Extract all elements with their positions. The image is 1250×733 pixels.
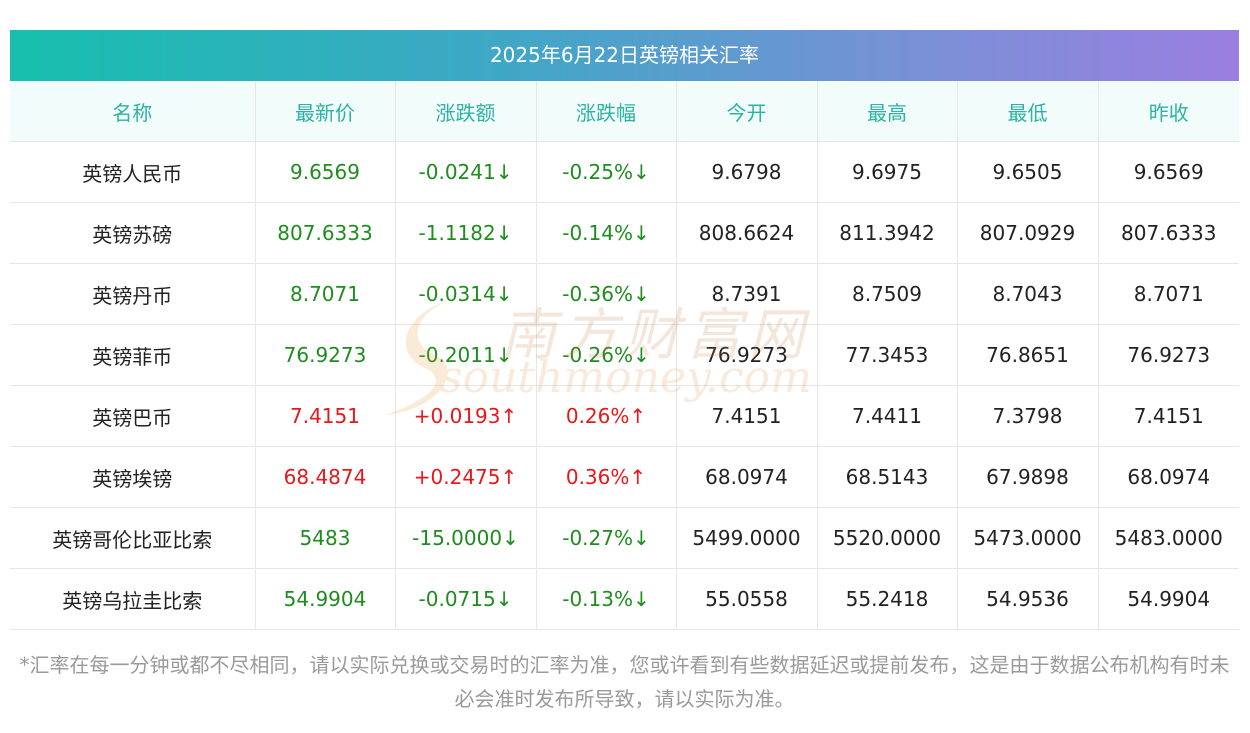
row-change-pct: -0.14%↓ [536,202,677,264]
header-open: 今开 [676,81,818,142]
row-open: 808.6624 [676,202,818,264]
row-low: 67.9898 [957,446,1099,508]
header-change: 涨跌额 [395,81,537,142]
row-high: 8.7509 [817,263,958,325]
row-open: 55.0558 [676,568,818,630]
table-row: 英镑哥伦比亚比索 5483 -15.0000↓ -0.27%↓ 5499.0000 552… [10,507,1239,569]
table-header-row: 名称 最新价 涨跌额 涨跌幅 今开 最高 最低 昨收 [10,81,1239,142]
row-open: 7.4151 [676,385,818,447]
row-change-pct: 0.26%↑ [536,385,677,447]
row-change: +0.2475↑ [395,446,537,508]
row-latest: 807.6333 [255,202,396,264]
row-name: 英镑菲币 [10,324,256,386]
row-open: 9.6798 [676,141,818,203]
row-change: -15.0000↓ [395,507,537,569]
header-high: 最高 [817,81,958,142]
row-latest: 68.4874 [255,446,396,508]
row-low: 807.0929 [957,202,1099,264]
row-change: -0.2011↓ [395,324,537,386]
row-change: -1.1182↓ [395,202,537,264]
exchange-rate-table: 名称 最新价 涨跌额 涨跌幅 今开 最高 最低 昨收 英镑人民币 9.6569 -0… [10,81,1239,630]
row-low: 9.6505 [957,141,1099,203]
row-prev-close: 76.9273 [1098,324,1239,386]
row-change-pct: -0.13%↓ [536,568,677,630]
row-low: 7.3798 [957,385,1099,447]
row-change: -0.0241↓ [395,141,537,203]
header-change-pct: 涨跌幅 [536,81,677,142]
row-low: 76.8651 [957,324,1099,386]
row-open: 76.9273 [676,324,818,386]
row-prev-close: 8.7071 [1098,263,1239,325]
row-latest: 8.7071 [255,263,396,325]
row-high: 55.2418 [817,568,958,630]
row-prev-close: 9.6569 [1098,141,1239,203]
row-prev-close: 54.9904 [1098,568,1239,630]
table-title: 2025年6月22日英镑相关汇率 [10,30,1239,81]
table-body: 英镑人民币 9.6569 -0.0241↓ -0.25%↓ 9.6798 9.6975 9.… [10,141,1239,630]
row-latest: 5483 [255,507,396,569]
row-prev-close: 807.6333 [1098,202,1239,264]
row-prev-close: 5483.0000 [1098,507,1239,569]
row-name: 英镑丹币 [10,263,256,325]
table-row: 英镑菲币 76.9273 -0.2011↓ -0.26%↓ 76.9273 77.3453… [10,324,1239,386]
row-open: 68.0974 [676,446,818,508]
row-high: 811.3942 [817,202,958,264]
header-low: 最低 [957,81,1099,142]
row-latest: 7.4151 [255,385,396,447]
row-open: 8.7391 [676,263,818,325]
row-name: 英镑乌拉圭比索 [10,568,256,630]
row-change-pct: -0.36%↓ [536,263,677,325]
table-row: 英镑丹币 8.7071 -0.0314↓ -0.36%↓ 8.7391 8.7509 8.7… [10,263,1239,325]
row-change-pct: -0.27%↓ [536,507,677,569]
row-name: 英镑埃镑 [10,446,256,508]
row-change-pct: 0.36%↑ [536,446,677,508]
row-change: -0.0715↓ [395,568,537,630]
row-high: 5520.0000 [817,507,958,569]
row-latest: 54.9904 [255,568,396,630]
row-name: 英镑哥伦比亚比索 [10,507,256,569]
row-name: 英镑人民币 [10,141,256,203]
row-change-pct: -0.25%↓ [536,141,677,203]
row-change: -0.0314↓ [395,263,537,325]
table-row: 英镑埃镑 68.4874 +0.2475↑ 0.36%↑ 68.0974 68.5143 6… [10,446,1239,508]
row-high: 77.3453 [817,324,958,386]
row-low: 54.9536 [957,568,1099,630]
table-row: 英镑乌拉圭比索 54.9904 -0.0715↓ -0.13%↓ 55.0558 55.2… [10,568,1239,630]
row-low: 8.7043 [957,263,1099,325]
disclaimer-footnote: *汇率在每一分钟或都不尽相同，请以实际兑换或交易时的汇率为准，您或许看到有些数据… [19,653,1230,711]
header-prev-close: 昨收 [1098,81,1239,142]
row-low: 5473.0000 [957,507,1099,569]
table-row: 英镑人民币 9.6569 -0.0241↓ -0.25%↓ 9.6798 9.6975 9.… [10,141,1239,203]
row-high: 68.5143 [817,446,958,508]
row-high: 9.6975 [817,141,958,203]
row-prev-close: 68.0974 [1098,446,1239,508]
header-name: 名称 [10,81,256,142]
row-latest: 9.6569 [255,141,396,203]
row-prev-close: 7.4151 [1098,385,1239,447]
table-row: 英镑巴币 7.4151 +0.0193↑ 0.26%↑ 7.4151 7.4411 7.37… [10,385,1239,447]
row-high: 7.4411 [817,385,958,447]
row-name: 英镑苏磅 [10,202,256,264]
row-change-pct: -0.26%↓ [536,324,677,386]
row-name: 英镑巴币 [10,385,256,447]
exchange-rate-card: 2025年6月22日英镑相关汇率 名称 最新价 涨跌额 涨跌幅 今开 最高 最低… [10,30,1239,630]
header-latest: 最新价 [255,81,396,142]
row-open: 5499.0000 [676,507,818,569]
row-change: +0.0193↑ [395,385,537,447]
table-row: 英镑苏磅 807.6333 -1.1182↓ -0.14%↓ 808.6624 811.3… [10,202,1239,264]
row-latest: 76.9273 [255,324,396,386]
